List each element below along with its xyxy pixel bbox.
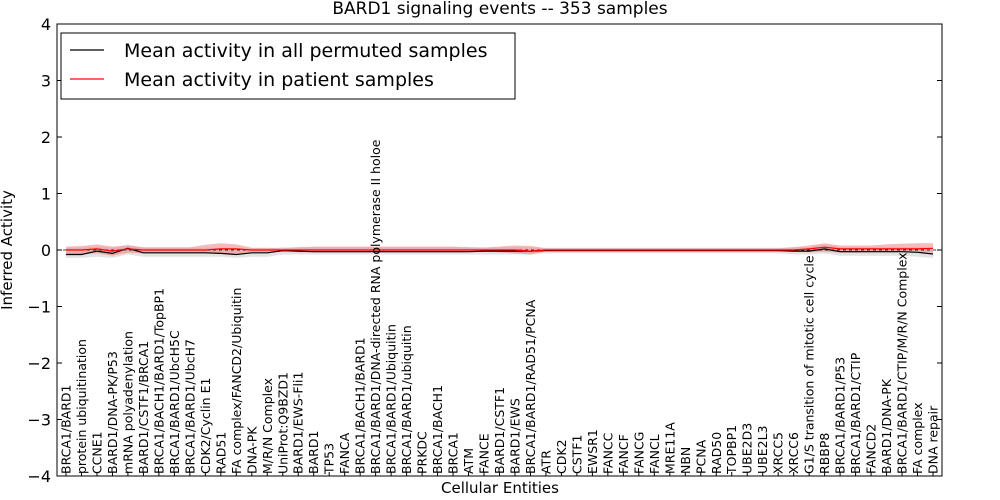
x-tick-label: CDK2	[554, 439, 569, 474]
x-tick-label: BARD1/CSTF1	[492, 387, 507, 474]
x-tick-label: BRCA1/BARD1/Ubiquitin	[384, 324, 399, 474]
x-tick-label: FANCA	[337, 432, 352, 474]
x-tick-label: PRKDC	[415, 431, 430, 474]
x-tick-label: DNA-PK	[244, 426, 259, 474]
x-tick-label: BRCA1/BARD1/RAD51/PCNA	[523, 299, 538, 474]
x-tick-label: BRCA1/BARD1	[59, 385, 74, 474]
x-tick-label: BRCA1/BARD1/CTIP/M/R/N Complex	[895, 252, 910, 474]
x-tick-label: M/R/N Complex	[260, 378, 275, 474]
y-axis-label: Inferred Activity	[0, 190, 16, 310]
x-tick-label: ATR	[538, 450, 553, 474]
x-tick-label: FANCG	[631, 432, 646, 474]
x-tick-label: CCNE1	[90, 431, 105, 474]
x-tick-label: BARD1	[306, 431, 321, 474]
x-tick-label: BRCA1/BACH1	[430, 385, 445, 474]
x-tick-label: CDK2/Cyclin E1	[198, 378, 213, 474]
x-tick-label: FA complex/FANCD2/Ubiquitin	[229, 288, 244, 474]
y-tick-label: −3	[27, 411, 51, 430]
x-tick-label: PCNA	[693, 439, 708, 474]
x-tick-label: FANCL	[647, 434, 662, 474]
x-tick-label: RBBP8	[817, 433, 832, 474]
x-axis-ticks: BRCA1/BARD1 protein ubiquitination CCNE1 BA…	[59, 139, 941, 476]
y-tick-label: 2	[41, 128, 51, 147]
x-tick-label: mRNA polyadenylation	[120, 331, 135, 474]
x-tick-label: RAD51	[213, 432, 228, 474]
x-tick-label: BARD1/CSTF1/BRCA1	[136, 341, 151, 474]
plot-frame	[56, 23, 943, 477]
x-tick-label: G1/S transition of mitotic cell cycle	[802, 255, 817, 474]
x-tick-label: ATM	[461, 448, 476, 474]
x-tick-label: CSTF1	[569, 435, 584, 474]
x-tick-label: BRCA1/BACH1/BARD1	[353, 337, 368, 474]
x-tick-label: BRCA1/BARD1/P53	[833, 357, 848, 474]
x-tick-label: NBN	[678, 447, 693, 474]
y-tick-label: 0	[41, 241, 51, 260]
x-tick-label: FA complex	[910, 402, 925, 474]
x-tick-label: RAD50	[709, 432, 724, 474]
legend: Mean activity in all permuted samples Me…	[60, 32, 516, 100]
x-tick-label: BRCA1/BARD1/UbcH7	[182, 339, 197, 474]
x-tick-label: BARD1/EWS-Fli1	[291, 372, 306, 474]
series-line-permuted	[66, 247, 934, 256]
y-tick-label: 3	[41, 72, 51, 91]
legend-box	[60, 32, 516, 100]
y-axis-ticks: 4 3 2 1 0 −1 −2 −3 −4	[27, 15, 942, 486]
legend-label-permuted: Mean activity in all permuted samples	[124, 40, 487, 62]
y-tick-label: −2	[27, 354, 51, 373]
x-tick-label: FANCE	[477, 433, 492, 474]
chart-title: BARD1 signaling events -- 353 samples	[332, 0, 667, 19]
x-tick-label: BRCA1/BARD1/UbcH5C	[167, 330, 182, 474]
x-tick-label: BARD1/DNA-PK/P53	[105, 351, 120, 474]
x-tick-label: XRCC5	[771, 432, 786, 474]
x-tick-label: FANCC	[600, 432, 615, 474]
x-tick-label: BRCA1	[446, 432, 461, 474]
x-tick-label: protein ubiquitination	[74, 339, 89, 474]
x-tick-label: BRCA1/BACH1/BARD1/TopBP1	[151, 288, 166, 474]
x-tick-label: MRE11A	[662, 422, 677, 474]
x-tick-label: DNA repair	[926, 405, 941, 474]
x-axis-label: Cellular Entities	[441, 479, 559, 497]
x-tick-label: TP53	[322, 443, 337, 475]
x-tick-label: BRCA1/BARD1/DNA-directed RNA polymerase …	[368, 139, 383, 474]
x-tick-label: XRCC6	[786, 432, 801, 474]
x-tick-label: BARD1/EWS	[508, 398, 523, 474]
x-tick-label: UniProt:Q9BZD1	[275, 372, 290, 474]
x-tick-label: UBE2L3	[755, 426, 770, 475]
y-tick-label: 1	[41, 185, 51, 204]
x-tick-label: BRCA1/BARD1/ubiquitin	[399, 325, 414, 474]
y-tick-label: 4	[41, 15, 51, 34]
x-tick-label: EWSR1	[585, 429, 600, 474]
x-tick-label: FANCF	[616, 434, 631, 474]
x-tick-label: FANCD2	[864, 424, 879, 474]
y-tick-label: −4	[27, 467, 51, 486]
y-tick-label: −1	[27, 298, 51, 317]
x-tick-label: TOPBP1	[724, 425, 739, 475]
x-tick-label: BARD1/DNA-PK	[879, 378, 894, 474]
x-tick-label: UBE2D3	[740, 423, 755, 474]
series-lines	[57, 246, 942, 256]
x-tick-label: BRCA1/BARD1/CTIP	[848, 352, 863, 474]
series-line-patient	[66, 246, 934, 252]
legend-label-patient: Mean activity in patient samples	[124, 69, 434, 91]
